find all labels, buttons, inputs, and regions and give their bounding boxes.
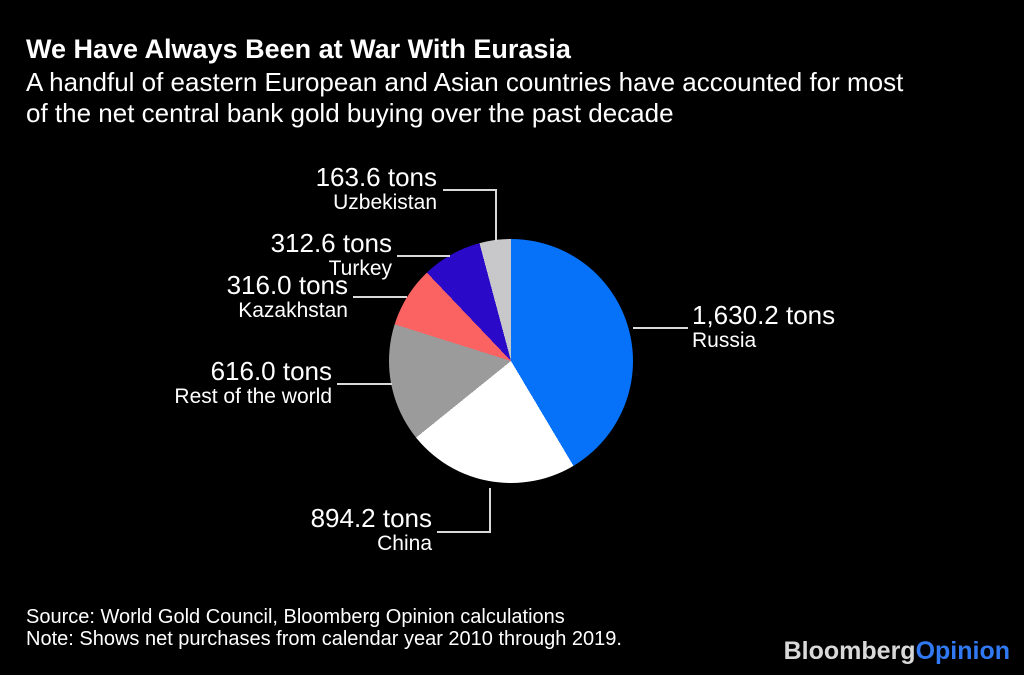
chart-subtitle-line2: of the net central bank gold buying over… bbox=[26, 98, 674, 128]
callout-china-value: 894.2 tons bbox=[310, 503, 432, 533]
logo-bloomberg-text: Bloomberg bbox=[783, 637, 916, 665]
footer-notes: Source: World Gold Council, Bloomberg Op… bbox=[26, 606, 622, 650]
chart-title: We Have Always Been at War With Eurasia bbox=[26, 34, 571, 64]
callout-kazakhstan-value: 316.0 tons bbox=[226, 270, 348, 300]
leader-line-russia bbox=[633, 327, 688, 329]
leader-line-turkey bbox=[397, 255, 450, 257]
leader-line-china-vertical bbox=[489, 488, 491, 533]
callout-china-label: China bbox=[377, 532, 432, 555]
callout-turkey: 312.6 tons Turkey bbox=[271, 229, 392, 280]
leader-line-kazakhstan bbox=[353, 296, 407, 298]
leader-line-rest-of-world bbox=[337, 383, 392, 385]
callout-uzbekistan: 163.6 tons Uzbekistan bbox=[316, 163, 437, 214]
callout-russia-value: 1,630.2 tons bbox=[692, 300, 836, 330]
callout-russia-label: Russia bbox=[692, 329, 757, 352]
callout-rest-of-world-value: 616.0 tons bbox=[210, 356, 332, 386]
note-text: Note: Shows net purchases from calendar … bbox=[26, 628, 622, 650]
bloomberg-opinion-logo: BloombergOpinion bbox=[784, 637, 1010, 666]
leader-line-uzbekistan-horizontal bbox=[443, 189, 497, 191]
leader-line-china-horizontal bbox=[437, 531, 491, 533]
callout-turkey-label: Turkey bbox=[328, 257, 392, 280]
chart-subtitle-line1: A handful of eastern European and Asian … bbox=[26, 67, 904, 97]
callout-china: 894.2 tons China bbox=[311, 504, 432, 555]
callout-uzbekistan-value: 163.6 tons bbox=[315, 162, 437, 192]
pie-chart bbox=[389, 239, 633, 483]
chart-subtitle: A handful of eastern European and Asian … bbox=[26, 67, 903, 129]
callout-kazakhstan: 316.0 tons Kazakhstan bbox=[227, 271, 348, 322]
callout-turkey-value: 312.6 tons bbox=[270, 228, 392, 258]
source-text: Source: World Gold Council, Bloomberg Op… bbox=[26, 606, 565, 628]
callout-kazakhstan-label: Kazakhstan bbox=[238, 299, 348, 322]
logo-opinion-text: Opinion bbox=[915, 637, 1010, 665]
callout-uzbekistan-label: Uzbekistan bbox=[333, 191, 437, 214]
callout-russia: 1,630.2 tons Russia bbox=[692, 301, 835, 352]
callout-rest-of-world: 616.0 tons Rest of the world bbox=[174, 357, 332, 408]
leader-line-uzbekistan-vertical bbox=[495, 189, 497, 241]
callout-rest-of-world-label: Rest of the world bbox=[174, 385, 332, 408]
